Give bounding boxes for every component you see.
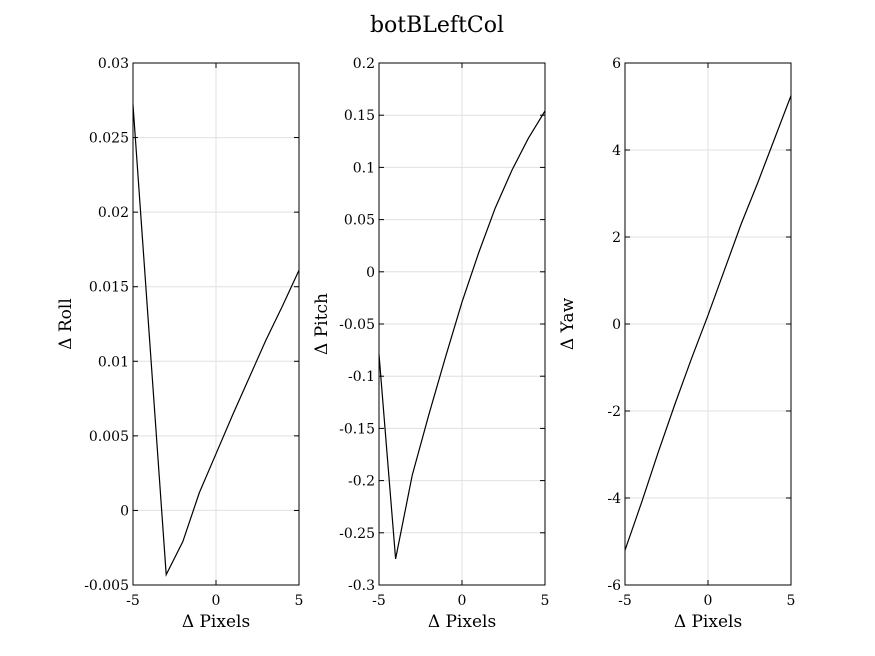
roll-y-tick-label: 0.015 [89, 280, 129, 296]
roll-x-axis-label: Δ Pixels [182, 612, 250, 632]
pitch-x-axis-label: Δ Pixels [428, 612, 496, 632]
yaw-y-tick-label: 6 [612, 56, 621, 72]
figure-title: botBLeftCol [370, 13, 504, 38]
pitch-y-tick-label: 0.05 [344, 213, 375, 229]
roll-x-tick-label: 5 [295, 593, 304, 609]
subplot-roll: -5 0 5 -0.005 0 0.005 0.01 0.015 0.02 0.025 0.03 Δ … [56, 56, 303, 632]
yaw-x-tick-label: -5 [618, 593, 632, 609]
pitch-y-tick-label: -0.2 [348, 474, 375, 490]
pitch-y-tick-label: -0.25 [339, 526, 375, 542]
yaw-x-tick-label: 5 [787, 593, 796, 609]
pitch-x-tick-label: 5 [541, 593, 550, 609]
roll-series-line [132, 104, 300, 577]
roll-y-tick-label: 0.02 [98, 205, 129, 221]
roll-x-tick-label: -5 [126, 593, 140, 609]
roll-y-tick-label: 0.03 [98, 56, 129, 72]
pitch-y-tick-label: 0.1 [353, 160, 375, 176]
pitch-y-tick-label: 0.2 [353, 56, 375, 72]
yaw-y-tick-label: 4 [612, 143, 621, 159]
roll-x-tick-label: 0 [212, 593, 221, 609]
pitch-y-tick-label: 0 [366, 265, 375, 281]
roll-y-tick-label: 0.025 [89, 131, 129, 147]
pitch-x-tick-label: 0 [458, 593, 467, 609]
yaw-x-axis-label: Δ Pixels [674, 612, 742, 632]
roll-y-axis-label: Δ Roll [56, 298, 76, 350]
roll-y-tick-label: 0 [120, 503, 129, 519]
yaw-y-tick-label: -6 [607, 578, 621, 594]
subplot-pitch: -5 0 5 -0.3 -0.25 -0.2 -0.15 -0.1 -0.05 0 0.05 0.1 0… [312, 56, 549, 632]
pitch-x-tick-label: -5 [372, 593, 386, 609]
yaw-y-axis-label: Δ Yaw [558, 297, 578, 350]
yaw-y-tick-label: 0 [612, 317, 621, 333]
subplot-grid: -5 0 5 -0.005 0 0.005 0.01 0.015 0.02 0.025 0.03 Δ … [56, 56, 795, 632]
yaw-x-tick-label: 0 [704, 593, 713, 609]
pitch-y-tick-label: -0.1 [348, 369, 375, 385]
yaw-y-tick-label: -2 [607, 404, 621, 420]
subplot-yaw: -5 0 5 -6 -4 -2 0 2 4 6 Δ Pixels Δ Yaw [558, 56, 795, 632]
pitch-y-tick-label: -0.3 [348, 578, 375, 594]
roll-y-tick-label: -0.005 [84, 578, 129, 594]
pitch-series-line [378, 110, 546, 560]
roll-y-tick-label: 0.01 [98, 354, 129, 370]
pitch-y-tick-label: 0.15 [344, 108, 375, 124]
pitch-y-axis-label: Δ Pitch [312, 293, 332, 355]
yaw-y-tick-label: -4 [607, 491, 621, 507]
yaw-y-tick-label: 2 [612, 230, 621, 246]
yaw-series-line [624, 95, 792, 551]
pitch-y-tick-label: -0.05 [339, 317, 375, 333]
roll-y-tick-label: 0.005 [89, 429, 129, 445]
pitch-y-tick-label: -0.15 [339, 421, 375, 437]
